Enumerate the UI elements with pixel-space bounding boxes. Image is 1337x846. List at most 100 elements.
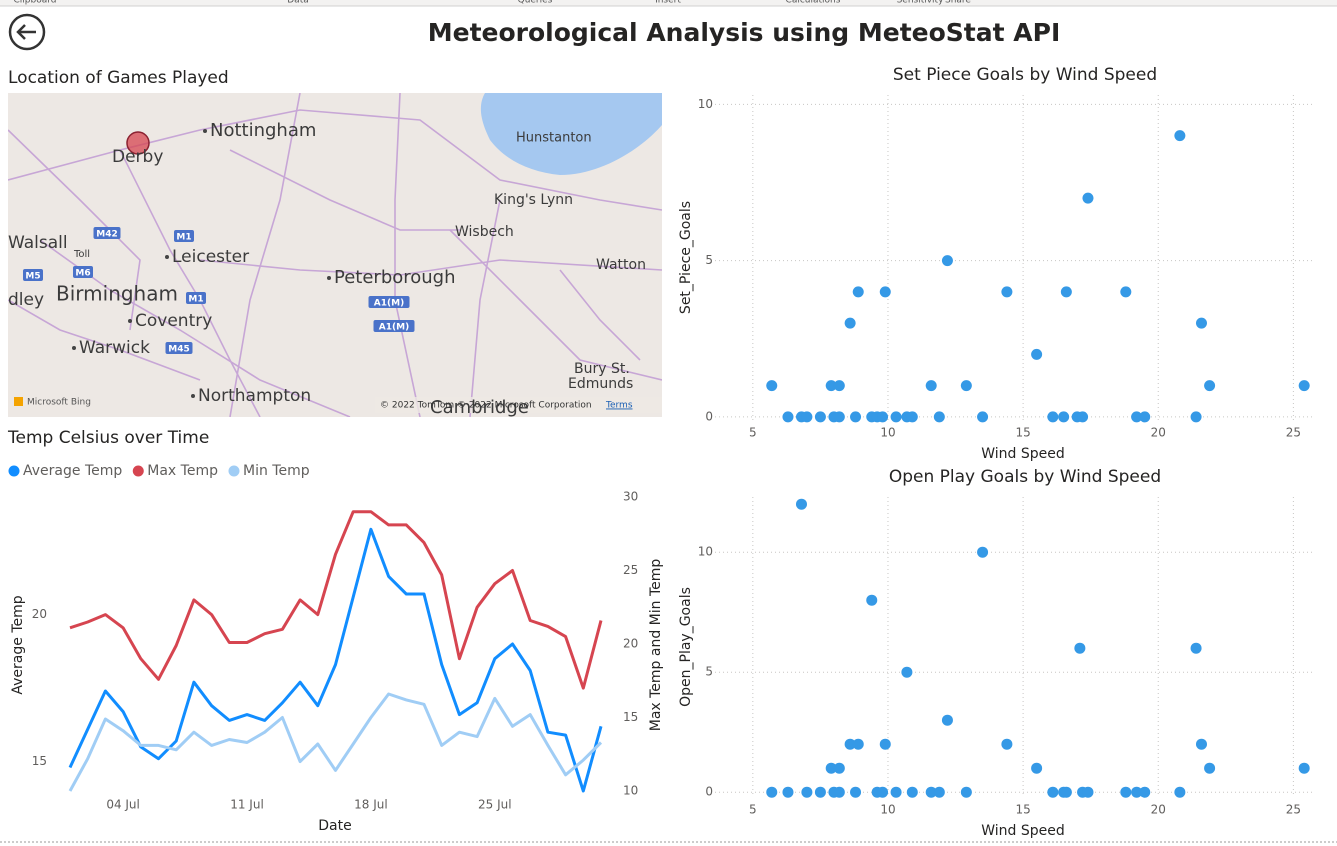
point bbox=[850, 411, 862, 423]
point bbox=[933, 786, 945, 798]
ribbon-label: Calculations bbox=[786, 0, 841, 6]
point bbox=[1001, 738, 1013, 750]
place-label: Coventry bbox=[135, 311, 212, 331]
place-label: Hunstanton bbox=[516, 131, 592, 146]
legend-label: Min Temp bbox=[243, 463, 310, 479]
map: Nottingham Derby Hunstanton King's Lynn Wisb… bbox=[8, 93, 662, 417]
road-shield bbox=[368, 296, 410, 308]
y2-axis-label: Max Temp and Min Temp bbox=[648, 559, 664, 732]
road-label: M42 bbox=[96, 230, 117, 240]
point bbox=[833, 380, 845, 392]
y2-tick-label: 25 bbox=[623, 563, 638, 577]
y-tick-label: 5 bbox=[705, 665, 713, 679]
road-label: M5 bbox=[25, 272, 40, 282]
point bbox=[1047, 786, 1059, 798]
legend-dot bbox=[8, 465, 20, 477]
place-label: Peterborough bbox=[334, 267, 456, 288]
point bbox=[1074, 642, 1086, 654]
point bbox=[795, 498, 807, 510]
legend-label: Average Temp bbox=[23, 463, 122, 479]
y-axis-label: Set_Piece_Goals bbox=[678, 201, 694, 314]
point bbox=[801, 411, 813, 423]
point bbox=[1204, 380, 1216, 392]
y-tick-label: 0 bbox=[705, 409, 713, 423]
point bbox=[906, 786, 918, 798]
page-title: Meteorological Analysis using MeteoStat … bbox=[428, 18, 1061, 47]
point bbox=[782, 786, 794, 798]
place-label: Northampton bbox=[198, 386, 311, 406]
x-tick-label: 5 bbox=[749, 426, 757, 440]
place-label: Birmingham bbox=[56, 282, 178, 306]
road-shield bbox=[165, 342, 193, 354]
point bbox=[1120, 786, 1132, 798]
road-label: A1(M) bbox=[379, 323, 409, 333]
point bbox=[825, 762, 837, 774]
point bbox=[941, 714, 953, 726]
line bbox=[68, 692, 603, 792]
point bbox=[890, 411, 902, 423]
road-shield bbox=[73, 266, 93, 278]
x-tick-label: 10 bbox=[880, 803, 895, 817]
y-axis-label: Open_Play_Goals bbox=[678, 587, 694, 707]
chart-title: Set Piece Goals by Wind Speed bbox=[893, 65, 1157, 85]
point bbox=[844, 317, 856, 329]
line-chart-title: Temp Celsius over Time bbox=[7, 428, 209, 448]
y-tick-label: 5 bbox=[705, 253, 713, 267]
place-label: King's Lynn bbox=[494, 192, 573, 208]
road-shield bbox=[23, 269, 43, 281]
road-shield bbox=[174, 230, 194, 242]
road-label: M45 bbox=[168, 345, 189, 355]
legend-dot bbox=[132, 465, 144, 477]
point bbox=[1060, 286, 1072, 298]
point bbox=[782, 411, 794, 423]
road-shield bbox=[186, 292, 206, 304]
x-axis-label: Date bbox=[318, 818, 351, 834]
ribbon-label: Data bbox=[287, 0, 309, 6]
point bbox=[1001, 286, 1013, 298]
point bbox=[766, 786, 778, 798]
point bbox=[1174, 786, 1186, 798]
x-tick-label: 25 bbox=[1286, 426, 1301, 440]
x-tick-label: 25 Jul bbox=[478, 798, 512, 812]
point bbox=[879, 286, 891, 298]
x-tick-label: 04 Jul bbox=[106, 798, 140, 812]
legend-label: Max Temp bbox=[147, 463, 218, 479]
line bbox=[68, 527, 603, 793]
place-dot bbox=[327, 276, 331, 280]
ribbon-label: Insert bbox=[655, 0, 681, 6]
y-tick-label: 15 bbox=[32, 754, 47, 768]
point bbox=[877, 411, 889, 423]
point bbox=[1047, 411, 1059, 423]
place-label: Bury St. bbox=[574, 361, 630, 377]
place-label: dley bbox=[8, 290, 44, 310]
y2-tick-label: 15 bbox=[623, 710, 638, 724]
point bbox=[1131, 786, 1143, 798]
point bbox=[1082, 192, 1094, 204]
ribbon-label: Sensitivity bbox=[897, 0, 945, 6]
place-label: Warwick bbox=[79, 338, 150, 358]
point bbox=[814, 411, 826, 423]
y-tick-label: 0 bbox=[705, 785, 713, 799]
map-title: Location of Games Played bbox=[8, 68, 229, 88]
point bbox=[1174, 130, 1186, 142]
place-label: Toll bbox=[73, 249, 90, 260]
point bbox=[766, 380, 778, 392]
legend-dot bbox=[228, 465, 240, 477]
road-label: M6 bbox=[75, 269, 90, 279]
point bbox=[1077, 411, 1089, 423]
back-button[interactable] bbox=[8, 13, 46, 51]
map-copyright: © 2022 TomTom © 2022 Microsoft Corporati… bbox=[380, 401, 592, 411]
place-dot bbox=[128, 319, 132, 323]
place-label: Walsall bbox=[8, 233, 68, 253]
map-terms[interactable]: Terms bbox=[605, 401, 633, 411]
road-label: M1 bbox=[176, 233, 191, 243]
point bbox=[960, 786, 972, 798]
point bbox=[1139, 411, 1151, 423]
y2-tick-label: 30 bbox=[623, 490, 638, 504]
place-label: Leicester bbox=[172, 247, 249, 267]
point bbox=[933, 411, 945, 423]
x-tick-label: 25 bbox=[1286, 803, 1301, 817]
place-dot bbox=[72, 346, 76, 350]
